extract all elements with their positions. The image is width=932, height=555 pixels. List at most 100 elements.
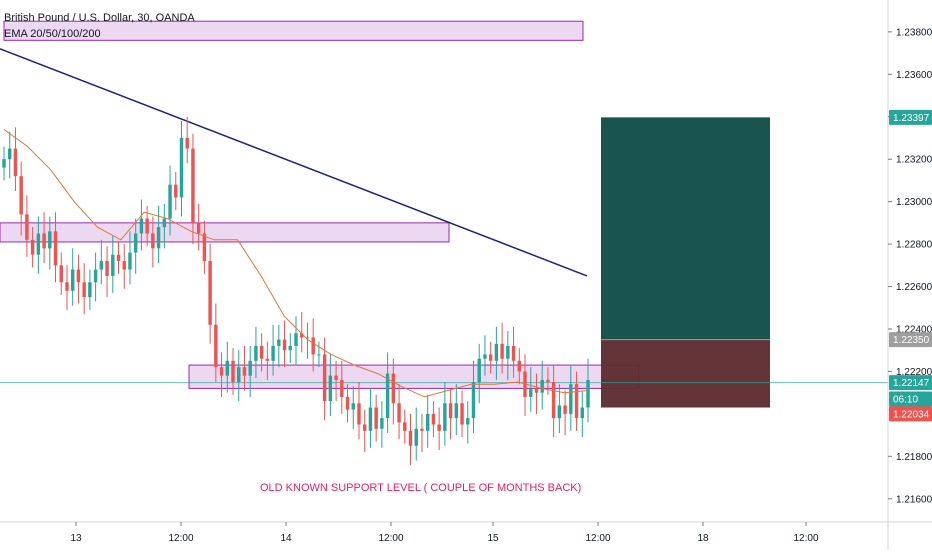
price-tag: 1.22147 bbox=[889, 375, 932, 391]
candle-body bbox=[42, 233, 46, 249]
candle-body bbox=[534, 388, 539, 393]
candle-body bbox=[420, 428, 424, 431]
price-tag: 1.22034 bbox=[889, 406, 932, 422]
price-tag-label: 1.22034 bbox=[893, 409, 930, 420]
candle-body bbox=[25, 214, 29, 240]
candle-body bbox=[242, 367, 247, 376]
candle-body bbox=[59, 265, 63, 283]
candle-body bbox=[162, 218, 167, 228]
profit-zone bbox=[601, 117, 770, 340]
price-tag-bg bbox=[889, 109, 932, 125]
x-tick-label: 15 bbox=[487, 533, 499, 544]
candle-body bbox=[53, 231, 58, 266]
price-tag: 06:10 bbox=[889, 391, 932, 407]
symbol-title[interactable]: British Pound / U.S. Dollar, 30, OANDA bbox=[4, 12, 195, 24]
trendline bbox=[0, 48, 588, 277]
candle-body bbox=[219, 367, 224, 376]
candle-body bbox=[214, 324, 218, 368]
zones-layer bbox=[0, 20, 640, 389]
candle-body bbox=[334, 375, 338, 380]
candle-body bbox=[569, 384, 573, 414]
candle-body bbox=[340, 379, 344, 397]
candle-body bbox=[506, 345, 510, 359]
y-tick-label: 1.21800 bbox=[896, 452, 932, 463]
candle-body bbox=[111, 254, 115, 276]
candle-body bbox=[82, 282, 86, 298]
x-tick-label: 12:00 bbox=[168, 533, 193, 544]
y-tick-label: 1.23000 bbox=[896, 197, 932, 208]
candle-body bbox=[557, 405, 562, 419]
candle-body bbox=[8, 148, 12, 160]
candles-layer bbox=[2, 116, 590, 465]
candle-body bbox=[208, 261, 212, 325]
candle-body bbox=[466, 418, 470, 425]
candle-body bbox=[196, 222, 201, 234]
candle-body bbox=[202, 233, 207, 262]
candle-body bbox=[563, 405, 567, 414]
y-tick-label: 1.23800 bbox=[896, 27, 932, 38]
upper-zone bbox=[3, 20, 584, 41]
loss-zone bbox=[601, 339, 770, 408]
price-tag-label: 1.22350 bbox=[893, 335, 930, 346]
candle-body bbox=[357, 403, 361, 425]
candle-body bbox=[19, 176, 23, 215]
candle-body bbox=[277, 339, 281, 346]
candle-body bbox=[139, 218, 144, 234]
candle-body bbox=[259, 345, 264, 359]
candle-body bbox=[237, 367, 241, 383]
trend-layer bbox=[0, 48, 588, 277]
candle-body bbox=[305, 337, 310, 339]
candle-body bbox=[460, 403, 464, 425]
candle-body bbox=[317, 354, 321, 356]
candle-body bbox=[191, 148, 195, 223]
price-tag-label: 1.22147 bbox=[893, 378, 930, 389]
x-tick-label: 12:00 bbox=[793, 533, 818, 544]
candle-body bbox=[425, 413, 430, 431]
price-tag-bg bbox=[889, 375, 932, 391]
candle-body bbox=[454, 403, 459, 419]
indicator-label[interactable]: EMA 20/50/100/200 bbox=[4, 28, 101, 40]
candle-body bbox=[517, 360, 522, 372]
candle-body bbox=[529, 388, 533, 397]
candle-body bbox=[322, 354, 327, 402]
candle-body bbox=[328, 375, 333, 402]
candle-body bbox=[391, 373, 396, 404]
candle-body bbox=[30, 239, 35, 255]
candle-body bbox=[494, 343, 499, 361]
chart-legend: British Pound / U.S. Dollar, 30, OANDA E… bbox=[4, 10, 195, 42]
ema-layer bbox=[3, 129, 589, 398]
price-tag-label: 1.23397 bbox=[893, 113, 930, 124]
price-tag-bg bbox=[889, 391, 932, 407]
candle-body bbox=[265, 358, 270, 361]
candle-body bbox=[483, 354, 487, 359]
candle-body bbox=[185, 137, 189, 149]
candle-body bbox=[288, 345, 292, 351]
candle-body bbox=[586, 379, 590, 408]
candle-body bbox=[414, 428, 418, 446]
price-tag-bg bbox=[889, 332, 932, 348]
x-tick-label: 14 bbox=[280, 533, 292, 544]
x-tick-label: 13 bbox=[70, 533, 82, 544]
candle-body bbox=[225, 360, 230, 376]
candle-body bbox=[116, 254, 121, 262]
candle-body bbox=[254, 345, 258, 361]
candle-body bbox=[546, 379, 550, 383]
price-tag-bg bbox=[889, 406, 932, 422]
candle-body bbox=[133, 233, 138, 253]
y-tick-label: 1.22400 bbox=[896, 324, 932, 335]
candle-body bbox=[65, 282, 69, 291]
price-tag: 1.22350 bbox=[889, 332, 932, 348]
candle-body bbox=[231, 360, 235, 383]
candle-body bbox=[374, 407, 378, 429]
candle-body bbox=[2, 159, 6, 168]
candle-body bbox=[500, 343, 504, 359]
support-annotation: OLD KNOWN SUPPORT LEVEL ( COUPLE OF MONT… bbox=[260, 482, 581, 494]
candle-body bbox=[145, 218, 149, 234]
candle-body bbox=[437, 424, 441, 431]
candle-body bbox=[294, 333, 298, 346]
candle-body bbox=[48, 231, 52, 249]
candle-body bbox=[70, 269, 75, 291]
